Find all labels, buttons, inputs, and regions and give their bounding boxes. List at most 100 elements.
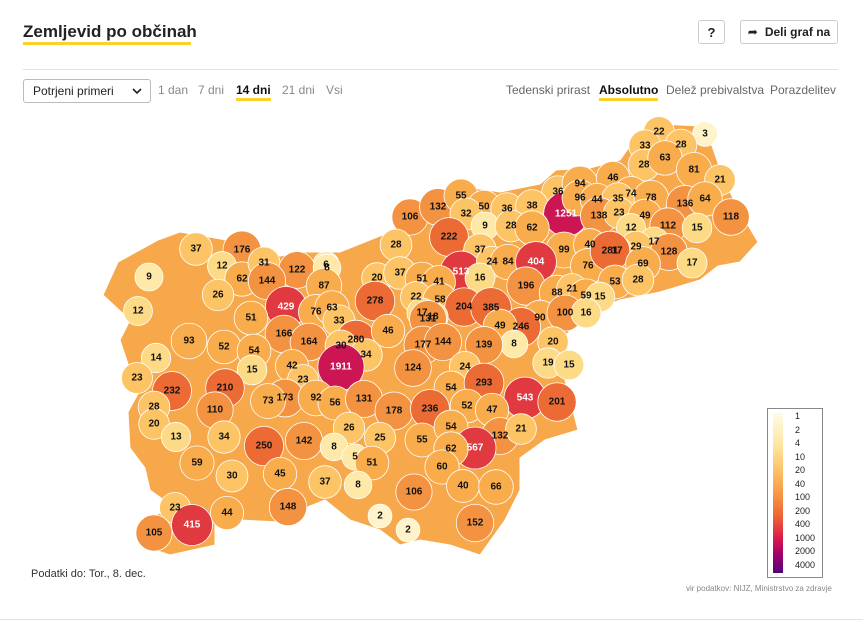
municipality-region[interactable] xyxy=(395,517,421,543)
municipality-region[interactable] xyxy=(250,383,286,419)
municipality-region[interactable] xyxy=(343,470,373,500)
share-button[interactable]: ➦ Deli graf na xyxy=(740,20,838,44)
municipality-region[interactable] xyxy=(268,487,308,527)
municipality-region[interactable] xyxy=(179,232,213,266)
municipality-region[interactable] xyxy=(537,382,577,422)
municipality-value-label: 543 xyxy=(517,393,534,404)
municipality-value-label: 152 xyxy=(467,518,484,529)
municipality-region[interactable] xyxy=(478,469,514,505)
municipality-value-label: 12 xyxy=(625,223,637,234)
municipality-value-label: 236 xyxy=(422,404,439,415)
municipality-region[interactable] xyxy=(134,262,164,292)
municipality-value-label: 55 xyxy=(455,191,467,202)
municipality-region[interactable] xyxy=(161,422,191,452)
share-label: Deli graf na xyxy=(764,25,831,39)
municipality-value-label: 84 xyxy=(502,257,514,268)
municipality-value-label: 385 xyxy=(483,303,500,314)
municipality-value-label: 144 xyxy=(435,337,452,348)
municipality-value-label: 63 xyxy=(659,153,671,164)
range-all[interactable]: Vsi xyxy=(326,83,343,97)
municipality-value-label: 278 xyxy=(367,296,384,307)
municipality-value-label: 9 xyxy=(146,272,152,283)
range-21-days[interactable]: 21 dni xyxy=(282,83,315,97)
municipality-value-label: 122 xyxy=(289,265,306,276)
municipality-value-label: 51 xyxy=(416,274,428,285)
range-1-day[interactable]: 1 dan xyxy=(158,83,189,97)
municipality-value-label: 99 xyxy=(558,245,570,256)
municipality-value-label: 60 xyxy=(436,462,448,473)
municipality-value-label: 42 xyxy=(286,361,298,372)
municipality-region[interactable] xyxy=(505,413,537,445)
municipality-value-label: 29 xyxy=(630,242,642,253)
municipality-value-label: 201 xyxy=(549,397,566,408)
legend-label: 200 xyxy=(795,505,811,516)
range-14-days[interactable]: 14 dni xyxy=(236,83,271,101)
legend-label: 1 xyxy=(795,411,801,421)
municipality-region[interactable] xyxy=(171,504,213,546)
municipality-region[interactable] xyxy=(170,322,208,360)
municipality-value-label: 69 xyxy=(637,259,649,270)
municipality-region[interactable] xyxy=(209,495,245,531)
municipality-region[interactable] xyxy=(179,445,215,481)
municipality-region[interactable] xyxy=(370,313,406,349)
municipality-region[interactable] xyxy=(570,297,602,329)
municipality-region[interactable] xyxy=(123,296,153,326)
municipality-value-label: 44 xyxy=(591,195,603,206)
municipality-region[interactable] xyxy=(135,514,173,552)
municipality-value-label: 59 xyxy=(580,291,592,302)
municipality-region[interactable] xyxy=(423,322,463,362)
municipality-region[interactable] xyxy=(712,198,750,236)
municipality-value-label: 28 xyxy=(390,240,402,251)
legend-label: 10 xyxy=(795,451,806,462)
municipality-value-label: 52 xyxy=(218,342,230,353)
municipality-value-label: 178 xyxy=(386,406,403,417)
municipality-value-label: 132 xyxy=(430,202,447,213)
mode-weekly-growth[interactable]: Tedenski prirast xyxy=(506,83,591,97)
municipality-region[interactable] xyxy=(367,503,393,529)
municipality-value-label: 51 xyxy=(366,458,378,469)
municipality-region[interactable] xyxy=(621,263,655,297)
municipality-region[interactable] xyxy=(236,354,268,386)
municipality-value-label: 20 xyxy=(371,273,383,284)
municipality-value-label: 281 xyxy=(602,246,619,257)
municipality-region[interactable] xyxy=(553,349,585,381)
municipality-region[interactable] xyxy=(455,503,495,543)
municipality-value-label: 56 xyxy=(329,398,341,409)
municipality-region[interactable] xyxy=(394,349,432,387)
municipality-value-label: 28 xyxy=(638,160,650,171)
mode-distribution[interactable]: Porazdelitev xyxy=(770,83,837,97)
municipality-value-label: 49 xyxy=(494,321,506,332)
municipality-value-label: 37 xyxy=(190,244,202,255)
mode-population-share[interactable]: Delež prebivalstva xyxy=(666,83,765,97)
municipality-region[interactable] xyxy=(121,362,153,394)
municipality-value-label: 54 xyxy=(445,383,457,394)
municipality-value-label: 148 xyxy=(280,502,297,513)
municipality-value-label: 51 xyxy=(245,313,257,324)
municipality-region[interactable] xyxy=(395,473,433,511)
municipality-value-label: 73 xyxy=(262,396,274,407)
municipality-region[interactable] xyxy=(676,247,708,279)
measure-select[interactable]: Potrjeni primeri xyxy=(23,79,151,103)
municipality-value-label: 93 xyxy=(183,336,195,347)
range-7-days[interactable]: 7 dni xyxy=(198,83,225,97)
municipality-value-label: 76 xyxy=(310,307,322,318)
municipality-value-label: 131 xyxy=(420,314,437,325)
municipality-region[interactable] xyxy=(215,459,249,493)
municipality-value-label: 22 xyxy=(653,127,665,138)
help-button[interactable]: ? xyxy=(698,20,725,44)
municipality-region[interactable] xyxy=(308,465,342,499)
municipality-value-label: 15 xyxy=(691,223,703,234)
municipality-region[interactable] xyxy=(354,445,390,481)
municipality-value-label: 164 xyxy=(301,337,318,348)
municipality-value-label: 49 xyxy=(639,211,651,222)
municipality-value-label: 28 xyxy=(148,402,160,413)
municipality-region[interactable] xyxy=(140,342,172,374)
municipality-region[interactable] xyxy=(681,212,713,244)
municipality-value-label: 74 xyxy=(625,189,637,200)
municipality-region[interactable] xyxy=(244,426,284,466)
mode-absolute[interactable]: Absolutno xyxy=(599,83,659,101)
municipality-value-label: 87 xyxy=(318,281,330,292)
municipality-region[interactable] xyxy=(201,278,235,312)
municipality-region[interactable] xyxy=(207,420,241,454)
